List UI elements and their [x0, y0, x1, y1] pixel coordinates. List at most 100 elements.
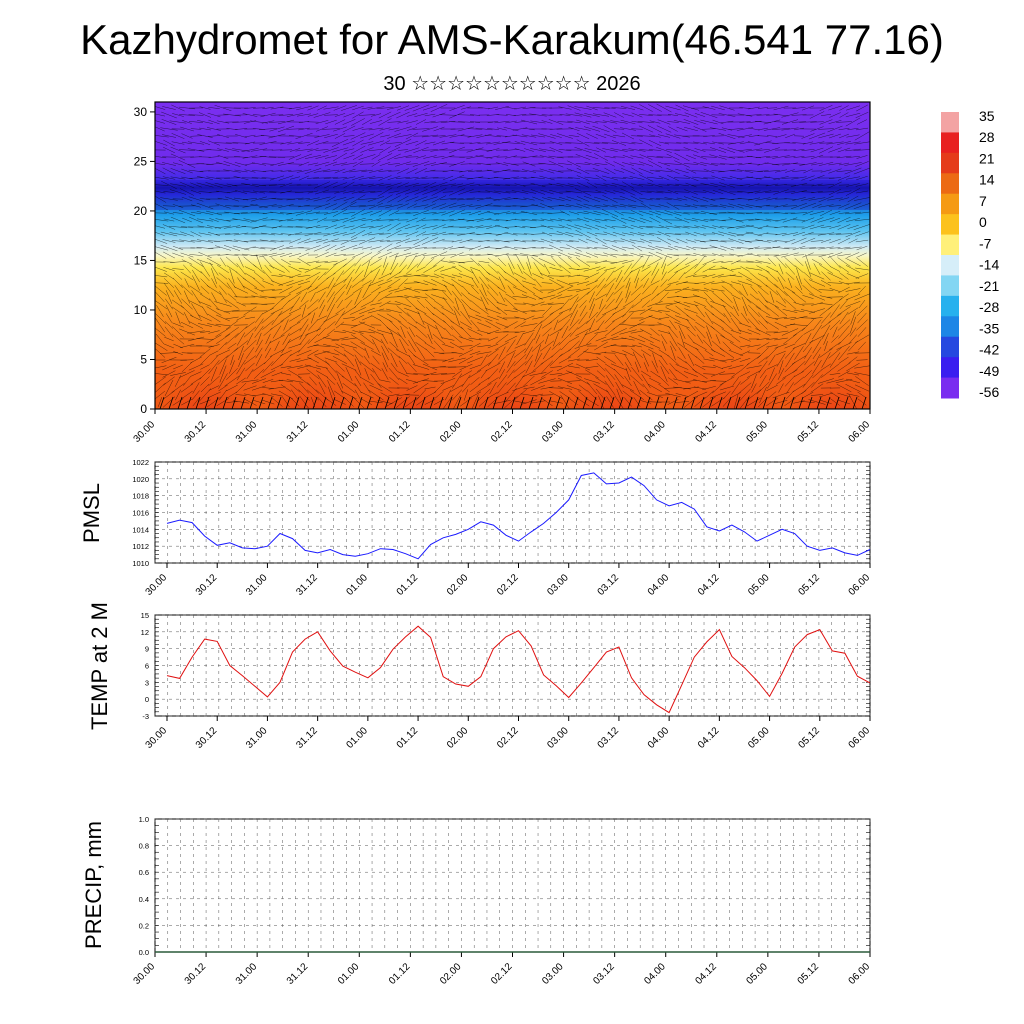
heatmap-x-tick-label: 02.12	[489, 419, 515, 445]
temp-x-tick-label: 02.12	[495, 725, 521, 751]
temp-x-tick-label: 01.12	[395, 725, 421, 751]
pmsl-grid	[154, 461, 871, 564]
temp-y-tick-label: 12	[141, 628, 149, 637]
temp-x-tick-label: 31.00	[244, 725, 270, 751]
heatmap-x-ticks: 30.00 30.12 31.00 31.12 01.00 01.12 02.00 02.12…	[132, 409, 873, 445]
heatmap-x-tick-label: 06.00	[847, 419, 873, 445]
pmsl-x-tick-label: 31.00	[244, 572, 270, 598]
cross-section-panel: 0 5 10 15 20 25 30 30.00 30.12 31.00 31.12 01.00 01…	[132, 101, 873, 445]
pmsl-y-tick-label: 1016	[132, 509, 149, 518]
pmsl-x-tick-label: 04.00	[646, 572, 672, 598]
heatmap-x-tick-label: 05.00	[745, 419, 771, 445]
pmsl-x-tick-label: 05.00	[746, 572, 772, 598]
precip-x-tick-label: 31.12	[285, 961, 311, 987]
colorbar-swatch	[941, 295, 959, 317]
colorbar-label: -42	[979, 342, 999, 358]
temp-y-axis-label: TEMP at 2 M	[87, 602, 112, 730]
colorbar-label: -49	[979, 363, 999, 379]
surface-wind-barbs	[159, 396, 867, 409]
precip-x-tick-label: 01.12	[387, 961, 413, 987]
pmsl-x-tick-label: 30.00	[144, 572, 170, 598]
precip-y-tick-label: 0.4	[139, 895, 149, 904]
temp-x-tick-label: 02.00	[445, 725, 471, 751]
precip-x-tick-label: 03.00	[540, 961, 566, 987]
heatmap-x-tick-label: 03.12	[591, 419, 617, 445]
heatmap-y-tick-label: 15	[134, 253, 148, 267]
chart-title: Kazhydromet for AMS-Karakum(46.541 77.16…	[80, 16, 944, 63]
temp-y-tick-label: -3	[142, 712, 149, 721]
temp-x-tick-label: 05.00	[746, 725, 772, 751]
precip-x-tick-label: 06.00	[847, 961, 873, 987]
heatmap-hot-spot	[787, 345, 870, 409]
wind-vector-lines	[155, 103, 870, 409]
temp-x-tick-label: 04.12	[696, 725, 722, 751]
colorbar-swatch	[941, 275, 959, 297]
pmsl-series-line	[166, 472, 871, 560]
colorbar-swatch	[941, 255, 959, 276]
heatmap-x-tick-label: 04.00	[642, 419, 668, 445]
precip-y-tick-label: 0.2	[139, 921, 149, 930]
heatmap-y-tick-label: 10	[134, 303, 148, 317]
colorbar: 35 28 21 14 7 0 -7 -14 -21 -28 -35 -42 -49 -56	[941, 108, 999, 400]
pmsl-x-tick-label: 01.00	[345, 572, 371, 598]
heatmap-x-tick-label: 04.12	[693, 419, 719, 445]
pmsl-x-tick-label: 30.12	[194, 572, 220, 598]
precip-y-tick-label: 0.0	[139, 948, 149, 957]
colorbar-swatch	[941, 112, 959, 133]
precip-y-ticks: 0.0 0.2 0.4 0.6 0.8 1.0	[139, 815, 149, 957]
precip-x-tick-label: 04.12	[693, 961, 719, 987]
precip-y-tick-label: 0.6	[139, 868, 149, 877]
precip-x-tick-label: 04.00	[642, 961, 668, 987]
temp-y-tick-label: 3	[145, 678, 149, 687]
temp-y-tick-label: 15	[141, 611, 149, 620]
heatmap-y-tick-label: 30	[134, 105, 148, 119]
colorbar-label: -21	[979, 278, 999, 294]
precip-x-tick-label: 30.12	[183, 961, 209, 987]
pmsl-y-tick-label: 1022	[132, 458, 149, 467]
pmsl-x-tick-label: 03.00	[545, 572, 571, 598]
pmsl-y-axis-label: PMSL	[79, 483, 104, 543]
pmsl-y-tick-label: 1012	[132, 542, 149, 551]
temp-panel: -3 0 3 6 9 12 15 30.00 30.12 31.00 31.12 01.00 01.1…	[87, 602, 872, 751]
temp-x-tick-label: 31.12	[294, 725, 320, 751]
temp-x-tick-label: 01.00	[345, 725, 371, 751]
precip-panel: 0.0 0.2 0.4 0.6 0.8 1.0 30.00 30.12 31.00 31.12 0…	[81, 815, 872, 987]
colorbar-swatch	[941, 214, 959, 236]
pmsl-x-tick-label: 02.00	[445, 572, 471, 598]
colorbar-swatch	[941, 173, 959, 195]
pmsl-y-tick-label: 1020	[132, 475, 149, 484]
pmsl-y-tick-label: 1014	[132, 525, 149, 534]
heatmap-y-tick-label: 0	[140, 402, 147, 416]
temp-x-tick-label: 05.12	[796, 725, 822, 751]
colorbar-label: 0	[979, 214, 987, 230]
precip-y-axis-label: PRECIP, mm	[81, 821, 106, 949]
heatmap-jet-band	[155, 180, 870, 210]
colorbar-label: -56	[979, 384, 999, 400]
precip-x-tick-label: 02.00	[438, 961, 464, 987]
precip-y-tick-label: 1.0	[139, 815, 149, 824]
pmsl-x-tick-label: 05.12	[796, 572, 822, 598]
heatmap-hot-spot	[157, 345, 253, 409]
precip-x-tick-label: 03.12	[591, 961, 617, 987]
pmsl-x-tick-label: 03.12	[596, 572, 622, 598]
temp-x-ticks: 30.00 30.12 31.00 31.12 01.00 01.12 02.00 02.12…	[144, 716, 872, 751]
precip-x-tick-label: 31.00	[234, 961, 260, 987]
colorbar-label: -7	[979, 235, 992, 251]
colorbar-swatch	[941, 377, 959, 399]
colorbar-swatch	[941, 152, 959, 174]
wind-vectors	[155, 103, 870, 409]
heatmap-y-tick-label: 5	[140, 352, 147, 366]
heatmap-x-tick-label: 01.12	[387, 419, 413, 445]
colorbar-swatch	[941, 132, 959, 154]
precip-x-tick-label: 05.12	[796, 961, 822, 987]
colorbar-label: 28	[979, 129, 995, 145]
temp-x-tick-label: 30.12	[194, 725, 220, 751]
colorbar-swatch	[941, 193, 959, 215]
precip-y-tick-label: 0.8	[139, 842, 149, 851]
colorbar-label: -28	[979, 299, 999, 315]
heatmap-x-tick-label: 05.12	[796, 419, 822, 445]
heatmap-x-tick-label: 30.00	[132, 419, 158, 445]
temp-x-tick-label: 03.00	[545, 725, 571, 751]
